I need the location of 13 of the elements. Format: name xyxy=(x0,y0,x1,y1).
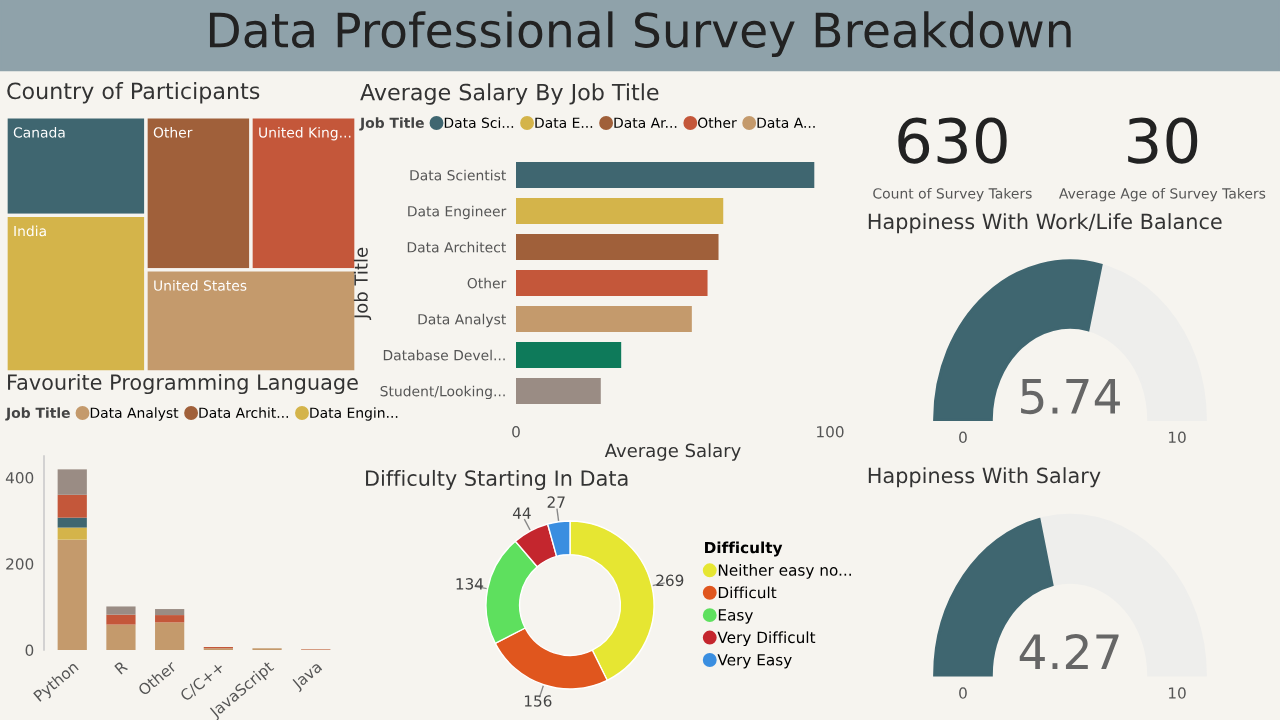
text: Happiness With Salary xyxy=(868,467,1101,488)
text: 630 xyxy=(898,117,1007,164)
chart-title: Average Salary By Job Title xyxy=(360,83,659,105)
text: 4.27 xyxy=(1019,633,1119,670)
text: Happiness With Work/Life Balance xyxy=(868,213,1222,234)
x-axis-title: Average Salary xyxy=(604,443,741,461)
text: Data Professional Survey Breakdown xyxy=(209,11,1071,58)
y-axis-title: Job Title xyxy=(353,247,372,321)
text: Country of Participants xyxy=(7,82,260,104)
text: 5.74 xyxy=(1021,379,1120,415)
chart-title: Favourite Programming Language xyxy=(8,373,358,395)
text: 30 xyxy=(1128,117,1198,164)
chart-title: Difficulty Starting In Data xyxy=(366,469,628,491)
